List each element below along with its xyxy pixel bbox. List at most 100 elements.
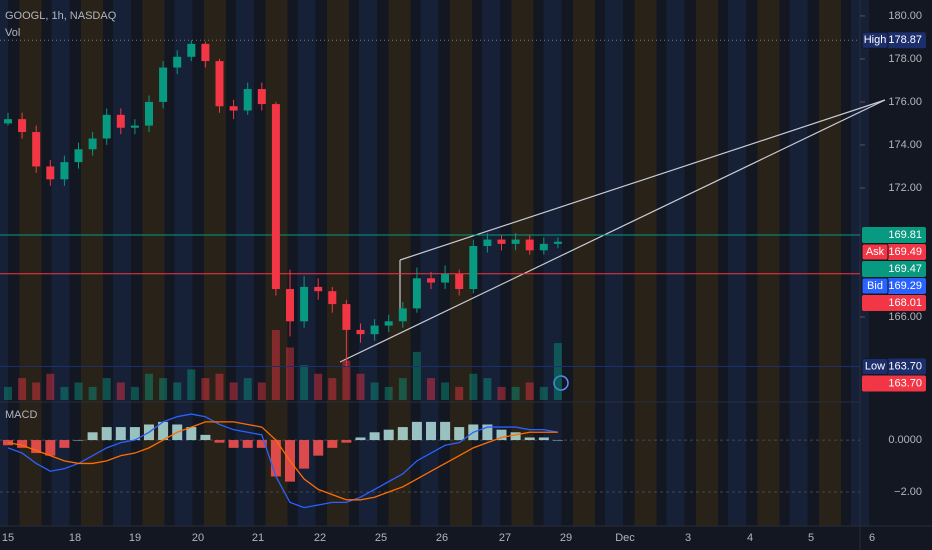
band: [51, 0, 70, 526]
volume-bar: [314, 373, 323, 400]
y-tick-label: 172.00: [888, 182, 922, 194]
y-tick-label: 176.00: [888, 96, 922, 108]
macd-histogram: [214, 440, 225, 443]
price-tag-value: 163.70: [888, 360, 922, 372]
candle-body: [427, 278, 435, 283]
macd-histogram: [397, 427, 408, 441]
band: [789, 0, 808, 526]
macd-histogram: [129, 427, 140, 441]
volume-bar: [60, 386, 69, 400]
macd-histogram: [256, 440, 267, 448]
trend-drawing: [339, 99, 886, 363]
volume-label: Vol: [5, 27, 20, 39]
candle-body: [511, 239, 520, 244]
price-tag-name-label: Ask: [866, 246, 885, 258]
volume-bar: [102, 378, 111, 400]
macd-histogram: [524, 437, 535, 441]
y-tick-label: 180.00: [888, 10, 922, 22]
candle-body: [483, 239, 492, 247]
volume-bar: [243, 378, 252, 400]
volume-bar: [398, 378, 407, 400]
x-tick-label: 26: [436, 532, 448, 544]
macd-histogram: [355, 437, 366, 441]
price-tag-name: [861, 31, 889, 49]
x-tick-label: 15: [2, 532, 14, 544]
macd-histogram: [115, 427, 126, 441]
volume-bar: [455, 386, 464, 400]
macd-histogram: [31, 440, 42, 454]
volume-bar: [229, 382, 238, 400]
x-tick-label: 4: [747, 532, 753, 544]
band: [113, 0, 131, 526]
band: [450, 0, 472, 526]
volume-bar: [300, 365, 309, 400]
y-tick-label: 178.00: [888, 53, 922, 65]
candle-body: [60, 162, 69, 180]
candle-body: [46, 166, 55, 180]
event-icon[interactable]: [553, 375, 569, 391]
candle-body: [271, 104, 280, 290]
macd-histogram: [59, 440, 70, 448]
candle-body: [173, 56, 182, 68]
price-tag-name: [861, 277, 889, 295]
volume-bar: [384, 386, 393, 400]
candle-body: [32, 132, 41, 167]
band: [327, 0, 349, 526]
macd-histogram: [200, 434, 211, 441]
volume-bar: [4, 386, 12, 400]
session-bands: [0, 0, 869, 526]
volume-bar: [159, 378, 168, 400]
volume-bar: [271, 330, 280, 400]
volume-bar: [286, 347, 294, 400]
x-tick-label: 25: [375, 532, 387, 544]
candle-body: [539, 243, 548, 251]
volume-bar: [187, 369, 196, 400]
band: [666, 0, 685, 526]
price-tag: [862, 261, 926, 278]
macd-histogram: [313, 440, 324, 456]
price-tag-value: 169.47: [888, 263, 922, 275]
band: [174, 0, 193, 526]
macd-histogram: [369, 432, 380, 441]
macd-histogram: [383, 429, 394, 441]
macd-histogram: [440, 421, 451, 441]
volume-bar: [18, 378, 27, 400]
volume-bar: [257, 382, 266, 400]
volume-bar: [130, 386, 139, 400]
candle-body: [328, 291, 337, 305]
band: [757, 0, 780, 526]
x-tick-label: 21: [252, 532, 264, 544]
candle-body: [18, 119, 27, 133]
band: [511, 0, 534, 526]
candle-body: [384, 321, 393, 326]
macd-histogram: [327, 440, 338, 448]
volume-bar: [412, 351, 421, 400]
macd-histogram: [299, 440, 310, 469]
x-tick-label: Dec: [615, 532, 635, 544]
symbol-title: GOOGL, 1h, NASDAQ: [5, 10, 117, 22]
macd-histogram: [101, 427, 112, 441]
x-tick-label: 22: [314, 532, 326, 544]
candle-body: [286, 289, 294, 322]
x-tick-label: 20: [192, 532, 204, 544]
price-tag: [862, 295, 926, 312]
candle-body: [342, 304, 351, 330]
macd-histogram: [510, 432, 521, 441]
volume-bar: [511, 386, 520, 400]
x-tick-label: 27: [499, 532, 511, 544]
macd-histogram: [426, 421, 436, 441]
band: [420, 0, 439, 526]
candle-body: [4, 119, 12, 124]
candle-body: [314, 286, 323, 292]
candle-body: [469, 246, 478, 290]
y-tick-label: −2.00: [894, 486, 922, 498]
volume-bar: [74, 382, 83, 400]
price-tag: [862, 227, 926, 244]
x-tick-label: 18: [69, 532, 81, 544]
macd-histogram: [242, 440, 253, 448]
volume-bar: [116, 382, 125, 400]
y-tick-label: 174.00: [888, 139, 922, 151]
band: [573, 0, 595, 526]
macd-histogram: [552, 440, 563, 441]
